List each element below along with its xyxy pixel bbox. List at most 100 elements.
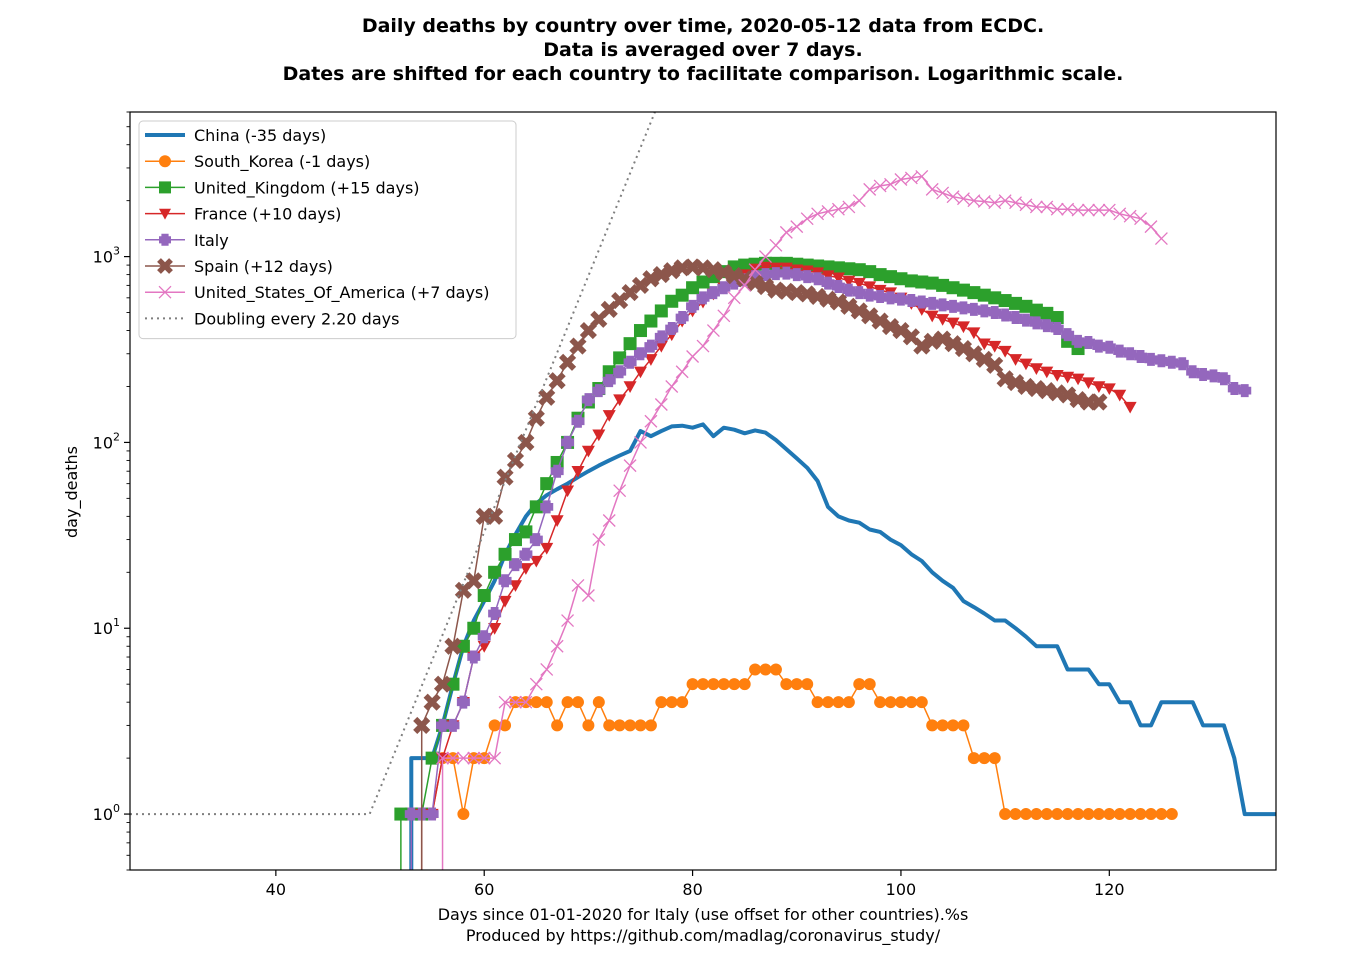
data-point — [506, 451, 525, 469]
data-point — [769, 238, 783, 252]
data-point — [1061, 371, 1075, 384]
data-point — [998, 345, 1012, 358]
data-point — [956, 283, 970, 297]
data-point — [915, 169, 929, 183]
data-point — [1040, 306, 1054, 320]
data-point — [759, 261, 773, 274]
data-point — [988, 291, 1002, 305]
data-point — [603, 719, 616, 732]
data-point — [715, 264, 733, 282]
axes-frame — [129, 111, 1277, 871]
data-point — [957, 719, 970, 732]
data-point — [1175, 357, 1189, 371]
data-point — [913, 337, 931, 355]
data-point — [1154, 232, 1168, 246]
data-point — [1059, 386, 1077, 404]
data-point — [842, 696, 855, 709]
y-axis-label: day_deaths — [62, 446, 82, 538]
data-point — [925, 276, 939, 290]
data-point — [1071, 203, 1085, 217]
title-line: Data is averaged over 7 days. — [543, 39, 862, 61]
legend: China (-35 days) South_Korea (-1 days) Uni… — [138, 120, 517, 340]
data-point — [769, 663, 782, 676]
data-point — [477, 589, 491, 603]
data-point — [1029, 316, 1043, 330]
data-point — [529, 555, 543, 568]
data-point — [540, 477, 554, 491]
data-point — [529, 677, 543, 691]
data-point — [756, 277, 775, 296]
data-point — [1092, 381, 1106, 393]
data-point — [1090, 393, 1108, 411]
data-point — [1071, 373, 1085, 386]
legend-item: United_Kingdom (+15 days) — [145, 178, 420, 198]
data-point — [159, 181, 171, 194]
data-point — [1102, 383, 1116, 396]
data-point — [988, 196, 1002, 210]
data-point — [998, 194, 1012, 208]
data-point — [652, 266, 670, 284]
series-7 — [130, 112, 657, 816]
data-point — [530, 696, 543, 709]
data-point — [746, 274, 764, 292]
series-line — [409, 422, 1276, 870]
data-point — [446, 751, 460, 765]
data-point — [1154, 354, 1168, 368]
data-point — [821, 204, 835, 218]
data-point — [1019, 358, 1033, 371]
data-point — [1144, 220, 1158, 234]
series-line — [421, 266, 1131, 815]
data-point — [1165, 355, 1179, 369]
legend-label: United_Kingdom (+15 days) — [194, 178, 420, 198]
data-point — [819, 290, 837, 308]
data-point — [550, 464, 564, 478]
data-point — [748, 263, 762, 277]
legend-label: Spain (+12 days) — [194, 257, 333, 276]
data-point — [551, 719, 564, 732]
data-point — [550, 639, 564, 653]
data-point — [936, 719, 949, 732]
data-point — [529, 500, 543, 514]
data-point — [738, 258, 752, 272]
data-point — [1009, 808, 1022, 821]
x-tick-label: 120 — [1094, 880, 1125, 899]
data-point — [831, 202, 845, 216]
x-tick-label: 80 — [682, 880, 702, 899]
data-point — [1124, 808, 1137, 821]
data-point — [800, 270, 814, 284]
x-tick-label: 100 — [886, 880, 917, 899]
data-point — [633, 347, 647, 361]
data-point — [394, 807, 408, 821]
y-tick-label: 100 — [93, 802, 120, 824]
data-point — [477, 751, 491, 765]
data-point — [832, 696, 845, 709]
data-point — [665, 380, 679, 393]
data-point — [592, 384, 606, 398]
data-point — [1092, 339, 1106, 353]
data-point — [592, 429, 606, 442]
chart-title: Daily deaths by country over time, 2020-… — [283, 15, 1124, 85]
data-point — [956, 321, 970, 334]
data-point — [519, 563, 533, 575]
data-point — [456, 695, 470, 709]
data-point — [977, 288, 991, 302]
data-point — [727, 291, 741, 305]
data-point — [602, 410, 616, 422]
data-point — [498, 574, 512, 588]
data-point — [965, 345, 983, 363]
data-point — [1113, 207, 1127, 221]
data-point — [905, 696, 918, 709]
data-point — [967, 327, 981, 340]
data-point — [676, 696, 689, 709]
data-point — [413, 716, 431, 734]
data-point — [581, 393, 595, 407]
data-point — [863, 678, 876, 691]
data-point — [1050, 322, 1064, 336]
data-point — [706, 286, 720, 300]
data-point — [663, 262, 681, 280]
data-point — [456, 751, 470, 765]
data-point — [861, 307, 879, 325]
data-point — [571, 578, 585, 592]
data-point — [871, 312, 889, 330]
data-point — [157, 258, 173, 274]
